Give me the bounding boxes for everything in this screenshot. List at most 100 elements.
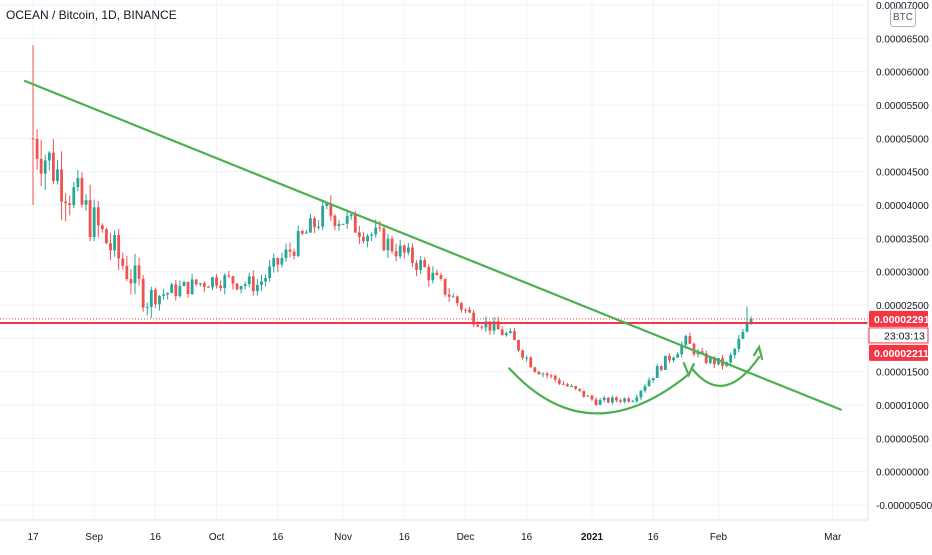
candle-body [162, 294, 165, 296]
candle-body [349, 214, 353, 217]
candle-body [472, 312, 476, 325]
candle-body [590, 395, 594, 400]
candle-body [451, 296, 455, 298]
current-price-label-bg [869, 310, 928, 327]
y-tick-label: 0.00006000 [876, 68, 929, 79]
candle-body [635, 397, 639, 402]
candle-body [578, 388, 582, 391]
candle-body [460, 303, 463, 310]
candle-body [251, 276, 255, 292]
candle-body [513, 331, 516, 340]
candle-body [194, 279, 198, 285]
countdown-label: 23:03:13 [884, 330, 925, 342]
candle-body [737, 338, 741, 349]
candle-body [574, 386, 578, 389]
candle-body [96, 207, 100, 226]
gridlines [0, 0, 868, 520]
candle-body [668, 355, 671, 361]
x-tick-label: Feb [710, 532, 728, 543]
candle-body [659, 366, 663, 370]
x-tick-label: 16 [272, 532, 284, 543]
candle-body [496, 321, 500, 330]
candle-body [647, 380, 651, 387]
candle-body [88, 200, 92, 238]
candle-body [158, 295, 161, 305]
y-tick-label: 0.00000000 [876, 468, 929, 479]
candle-body [170, 284, 174, 293]
candle-body [562, 383, 565, 385]
candle-body [566, 384, 569, 387]
candle-body [464, 309, 467, 311]
candle-body [296, 231, 300, 256]
y-tick-label: 0.00000500 [876, 434, 929, 445]
candle-body [313, 218, 316, 228]
currency-badge[interactable]: BTC [890, 8, 916, 27]
price-axis[interactable]: 0.00007000 0.00006500 0.00006000 0.00005500… [867, 0, 932, 550]
candle-body [362, 236, 365, 242]
candle-body [586, 395, 590, 397]
candle-body [276, 258, 280, 265]
y-tick-label: 0.00005000 [876, 134, 929, 145]
candle-body [149, 289, 153, 308]
candle-body [231, 276, 235, 284]
x-tick-label: Mar [824, 532, 842, 543]
candle-body [178, 286, 182, 297]
candle-body [729, 355, 733, 363]
candle-body [672, 357, 675, 361]
candle-body [521, 350, 524, 358]
candle-body [133, 265, 137, 284]
y-tick-label: 0.00003500 [876, 234, 929, 245]
x-tick-label: Sep [85, 532, 103, 543]
candle-body [105, 229, 108, 244]
candle-body [615, 397, 618, 401]
candle-body [374, 227, 378, 235]
candle-body [508, 331, 512, 334]
candle-body [643, 386, 647, 391]
candle-body [570, 386, 573, 388]
candle-body [484, 321, 488, 328]
candle-body [207, 286, 210, 288]
candle-body [52, 152, 55, 182]
candle-body [684, 336, 688, 345]
candle-body [256, 285, 259, 292]
candles [31, 45, 753, 406]
candle-body [680, 344, 684, 355]
candle-body [239, 285, 243, 290]
candle-body [272, 258, 276, 267]
candle-body [619, 400, 622, 402]
candle-body [390, 238, 394, 252]
candle-body [411, 247, 414, 264]
candle-body [47, 152, 51, 161]
candle-body [427, 267, 431, 281]
x-tick-label: 17 [27, 532, 39, 543]
candle-body [141, 278, 145, 308]
candle-body [553, 375, 557, 380]
x-tick-label: Nov [334, 532, 352, 543]
candle-body [219, 285, 223, 289]
x-tick-label: 16 [648, 532, 660, 543]
candle-body [488, 321, 492, 331]
candle-body [317, 226, 320, 228]
candle-body [529, 357, 533, 368]
candle-body [35, 138, 39, 159]
candle-body [31, 138, 35, 140]
candle-body [704, 353, 708, 363]
candle-body [333, 215, 337, 226]
candle-body [121, 258, 125, 266]
candle-body [125, 265, 129, 280]
time-axis[interactable]: 17 Sep 16 Oct 16 Nov 16 Dec 16 2021 16 Feb Mar [0, 519, 932, 550]
candle-body [692, 343, 696, 355]
candle-body [623, 398, 626, 402]
candle-body [525, 357, 529, 359]
y-tick-label: 0.00002500 [876, 301, 929, 312]
drawings[interactable] [0, 79, 868, 415]
candle-body [745, 322, 749, 332]
candle-body [337, 223, 341, 226]
candle-body [480, 326, 484, 328]
candle-body [651, 377, 655, 381]
candle-body [325, 203, 329, 206]
candle-body [198, 283, 202, 285]
candle-body [100, 225, 104, 230]
